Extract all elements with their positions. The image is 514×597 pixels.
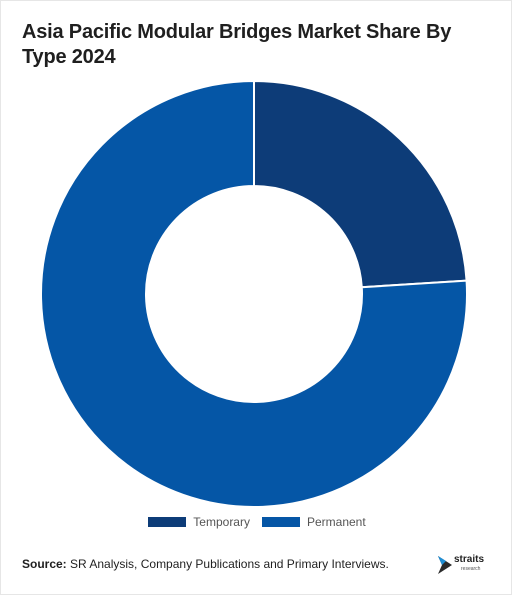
straits-logo-icon xyxy=(438,556,452,574)
chart-title: Asia Pacific Modular Bridges Market Shar… xyxy=(22,21,452,68)
legend-swatch-permanent xyxy=(261,517,300,527)
legend-item-permanent[interactable]: Permanent xyxy=(261,515,366,529)
source-text: SR Analysis, Company Publications and Pr… xyxy=(70,557,389,571)
legend: Temporary Permanent xyxy=(0,515,514,529)
legend-label-permanent: Permanent xyxy=(306,515,366,529)
legend-label-temporary: Temporary xyxy=(193,515,250,529)
logo-name: straits xyxy=(454,554,485,565)
source-note: Source: SR Analysis, Company Publication… xyxy=(22,557,389,571)
legend-swatch-temporary xyxy=(148,517,187,527)
logo-tagline: research xyxy=(461,566,481,572)
legend-item-temporary[interactable]: Temporary xyxy=(148,515,250,529)
straits-logo: straits research xyxy=(437,552,497,578)
source-label: Source: xyxy=(22,557,67,571)
slice-permanent[interactable] xyxy=(40,79,468,508)
slice-temporary[interactable] xyxy=(253,79,468,289)
